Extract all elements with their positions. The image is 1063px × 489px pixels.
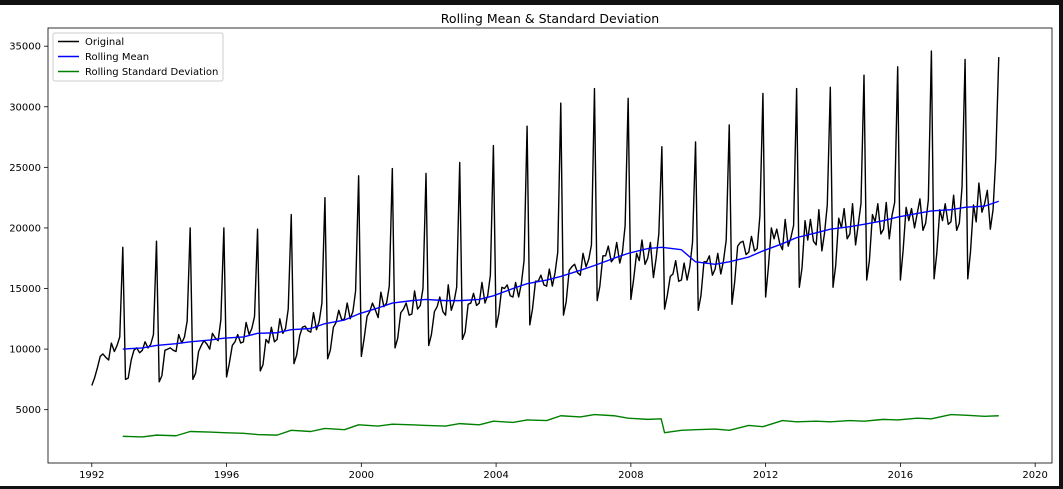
window-right-border	[1059, 0, 1063, 489]
legend-box	[52, 32, 224, 82]
x-tick-label: 1992	[79, 470, 104, 481]
x-tick-label: 2004	[483, 470, 508, 481]
window-top-border	[0, 0, 1063, 5]
x-tick-label: 1996	[214, 470, 239, 481]
series-line-rolling-mean	[122, 200, 999, 350]
x-tick-label: 2020	[1022, 470, 1047, 481]
legend-label-rolling-standard-deviation: Rolling Standard Deviation	[85, 67, 218, 78]
y-tick-label: 20000	[9, 223, 41, 234]
y-tick-label: 30000	[9, 102, 41, 113]
y-tick-label: 25000	[9, 163, 41, 174]
y-tick-label: 35000	[9, 42, 41, 53]
chart-title: Rolling Mean & Standard Deviation	[440, 11, 660, 26]
axes-frame	[47, 27, 1053, 464]
series-line-rolling-standard-deviation	[122, 413, 999, 438]
y-tick-label: 5000	[16, 405, 41, 416]
legend-label-original: Original	[85, 37, 124, 48]
y-tick-label: 15000	[9, 284, 41, 295]
x-tick-label: 2012	[753, 470, 778, 481]
window-bottom-border	[0, 486, 1063, 489]
legend-label-rolling-mean: Rolling Mean	[85, 52, 149, 63]
x-tick-label: 2016	[888, 470, 913, 481]
x-tick-label: 2008	[618, 470, 643, 481]
x-tick-label: 2000	[349, 470, 374, 481]
series-line-original	[91, 50, 1000, 386]
y-tick-label: 10000	[9, 345, 41, 356]
